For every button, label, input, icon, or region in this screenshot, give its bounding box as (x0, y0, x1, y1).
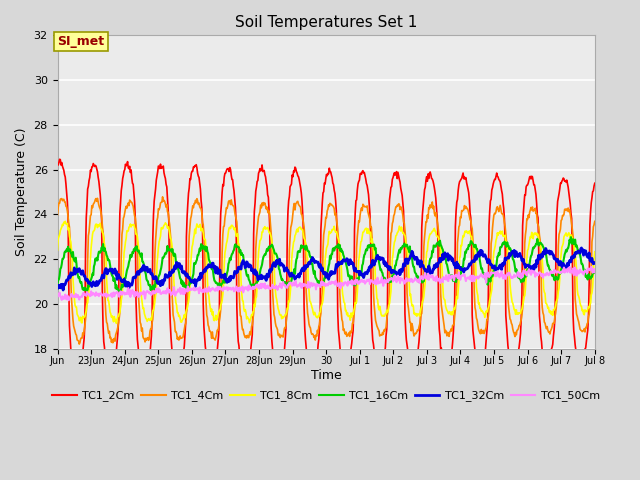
TC1_2Cm (264, 192, 271, 198)
TC1_2Cm (413, 358, 420, 364)
TC1_32Cm (382, 260, 390, 266)
TC1_8Cm (591, 249, 598, 254)
TC1_16Cm (216, 285, 224, 290)
TC1_32Cm (263, 271, 271, 277)
TC1_50Cm (243, 287, 250, 292)
TC1_16Cm (382, 278, 390, 284)
TC1_50Cm (588, 264, 595, 270)
TC1_2Cm (243, 371, 251, 376)
TC1_2Cm (383, 326, 390, 332)
TC1_16Cm (54, 281, 61, 287)
TC1_4Cm (159, 194, 166, 200)
TC1_2Cm (54, 162, 61, 168)
TC1_8Cm (413, 313, 420, 319)
TC1_16Cm (116, 289, 124, 295)
TC1_4Cm (591, 218, 598, 224)
Title: Soil Temperatures Set 1: Soil Temperatures Set 1 (235, 15, 417, 30)
TC1_4Cm (217, 307, 225, 312)
TC1_32Cm (243, 259, 250, 265)
TC1_8Cm (243, 314, 251, 320)
TC1_16Cm (117, 286, 125, 291)
TC1_32Cm (591, 260, 598, 265)
TC1_2Cm (118, 182, 126, 188)
TC1_8Cm (118, 293, 126, 299)
TC1_50Cm (412, 277, 420, 283)
TC1_50Cm (263, 285, 271, 291)
TC1_2Cm (107, 375, 115, 381)
TC1_8Cm (383, 307, 390, 313)
TC1_16Cm (243, 272, 250, 278)
TC1_50Cm (216, 284, 224, 290)
TC1_16Cm (263, 246, 271, 252)
TC1_16Cm (567, 234, 575, 240)
TC1_8Cm (264, 225, 271, 230)
TC1_8Cm (113, 321, 120, 326)
TC1_16Cm (412, 271, 420, 277)
TC1_2Cm (56, 156, 63, 162)
TC1_4Cm (264, 208, 271, 214)
TC1_4Cm (54, 212, 61, 217)
TC1_8Cm (217, 301, 225, 307)
TC1_50Cm (382, 280, 390, 286)
TC1_50Cm (591, 269, 598, 275)
TC1_4Cm (413, 329, 420, 335)
TC1_4Cm (76, 341, 83, 347)
TC1_2Cm (591, 180, 598, 186)
TC1_50Cm (54, 294, 61, 300)
TC1_4Cm (117, 253, 125, 259)
TC1_4Cm (243, 333, 251, 338)
TC1_32Cm (412, 255, 420, 261)
TC1_4Cm (383, 317, 390, 323)
TC1_32Cm (60, 287, 67, 293)
TC1_16Cm (591, 270, 598, 276)
Line: TC1_32Cm: TC1_32Cm (58, 248, 595, 290)
TC1_32Cm (117, 278, 125, 284)
TC1_8Cm (54, 247, 61, 253)
Legend: TC1_2Cm, TC1_4Cm, TC1_8Cm, TC1_16Cm, TC1_32Cm, TC1_50Cm: TC1_2Cm, TC1_4Cm, TC1_8Cm, TC1_16Cm, TC1… (48, 386, 604, 406)
X-axis label: Time: Time (311, 369, 342, 382)
Line: TC1_16Cm: TC1_16Cm (58, 237, 595, 292)
Line: TC1_8Cm: TC1_8Cm (58, 221, 595, 324)
Line: TC1_50Cm: TC1_50Cm (58, 267, 595, 300)
TC1_32Cm (216, 267, 224, 273)
TC1_32Cm (578, 245, 586, 251)
Line: TC1_2Cm: TC1_2Cm (58, 159, 595, 378)
Text: SI_met: SI_met (58, 36, 105, 48)
TC1_32Cm (54, 285, 61, 291)
TC1_8Cm (61, 218, 69, 224)
TC1_2Cm (217, 210, 225, 216)
Line: TC1_4Cm: TC1_4Cm (58, 197, 595, 344)
TC1_50Cm (65, 298, 72, 303)
TC1_50Cm (117, 290, 125, 296)
Y-axis label: Soil Temperature (C): Soil Temperature (C) (15, 128, 28, 256)
